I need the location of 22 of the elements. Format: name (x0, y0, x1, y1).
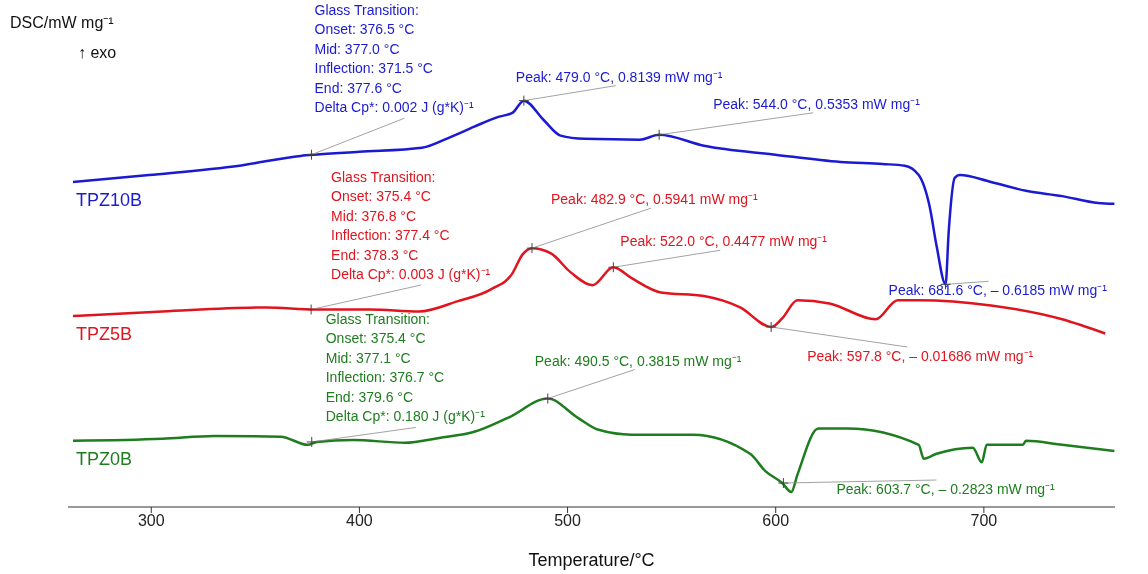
annotation: Peak: 479.0 °C, 0.8139 mW mg⁻¹ (515, 68, 723, 85)
x-tick-label: 700 (970, 512, 998, 530)
x-tick-label: 600 (762, 512, 790, 530)
x-axis-title: Temperature/°C (528, 550, 655, 570)
annotation: Peak: 544.0 °C, 0.5353 mW mg⁻¹ (713, 95, 921, 112)
annotation: Peak: 482.9 °C, 0.5941 mW mg⁻¹ (550, 191, 758, 208)
annotation: Peak: 681.6 °C, – 0.6185 mW mg⁻¹ (888, 282, 1108, 299)
y-axis-title: DSC/mW mg⁻¹ (10, 14, 114, 31)
series-label: TPZ0B (76, 448, 133, 469)
x-tick-label: 500 (554, 512, 582, 530)
annotation: Peak: 490.5 °C, 0.3815 mW mg⁻¹ (534, 352, 742, 369)
annotation: Glass Transition: Onset: 375.4 °C Mid: 377.1 °C Inflection: 376.7 °C End: 379.6 °C Delta Cp*: 0.180 J (g*K)⁻¹ (325, 310, 486, 425)
x-tick-label: 300 (137, 512, 165, 530)
series-label: TPZ5B (76, 324, 133, 345)
annotation: Glass Transition: Onset: 375.4 °C Mid: 376.8 °C Inflection: 377.4 °C End: 378.3 °C Delta Cp*: 0.003 J (g*K)⁻¹ (331, 168, 491, 283)
annotation: Peak: 522.0 °C, 0.4477 mW mg⁻¹ (620, 233, 828, 250)
annotation: Peak: 603.7 °C, – 0.2823 mW mg⁻¹ (836, 481, 1056, 498)
text: ↑ exo (78, 44, 117, 61)
series-label: TPZ10B (76, 189, 143, 210)
x-tick-label: 400 (346, 512, 373, 530)
annotation: Peak: 597.8 °C, – 0.01686 mW mg⁻¹ (807, 347, 1034, 364)
annotation: Glass Transition: Onset: 376.5 °C Mid: 377.0 °C Inflection: 371.5 °C End: 377.6 °C Delta Cp*: 0.002 J (g*K)⁻¹ (314, 1, 474, 116)
